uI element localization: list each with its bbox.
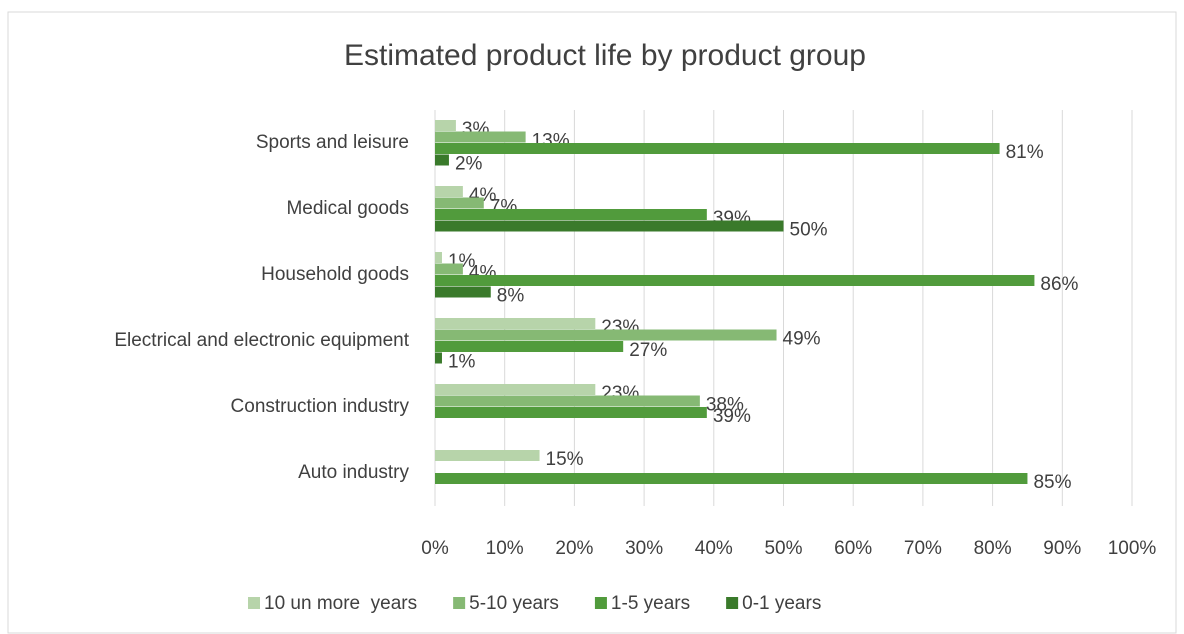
chart-title: Estimated product life by product group <box>344 39 866 72</box>
legend-swatch <box>594 597 607 609</box>
x-tick-label: 100% <box>1108 538 1157 559</box>
legend-label: 10 un more years <box>264 593 417 614</box>
x-tick-label: 90% <box>1043 538 1081 559</box>
bar <box>435 329 777 341</box>
bar <box>435 263 463 275</box>
legend-swatch <box>726 597 739 609</box>
data-label: 15% <box>546 449 584 470</box>
x-tick-label: 40% <box>695 538 733 559</box>
bar <box>435 143 1000 154</box>
legend-label: 1-5 years <box>611 593 690 614</box>
data-label: 86% <box>1040 274 1078 295</box>
y-tick-label: Sports and leisure <box>256 132 409 153</box>
bar <box>435 341 624 352</box>
data-label: 38% <box>706 394 744 415</box>
bar <box>435 186 463 197</box>
y-tick-label: Auto industry <box>298 462 409 483</box>
data-label: 8% <box>497 285 525 306</box>
bar <box>435 450 540 461</box>
x-tick-label: 10% <box>486 538 524 559</box>
y-tick-label: Household goods <box>261 264 409 285</box>
bar <box>435 352 442 364</box>
x-tick-label: 0% <box>421 538 449 559</box>
bar <box>435 131 526 143</box>
x-tick-label: 30% <box>625 538 663 559</box>
bar <box>435 384 596 395</box>
bar <box>435 209 707 220</box>
x-tick-label: 70% <box>904 538 942 559</box>
bar <box>435 154 449 166</box>
x-tick-label: 80% <box>974 538 1012 559</box>
legend-label: 0-1 years <box>742 593 821 614</box>
x-tick-label: 20% <box>555 538 593 559</box>
legend-swatch <box>248 597 260 609</box>
bar <box>435 407 707 418</box>
legend-label: 5-10 years <box>469 593 559 614</box>
bar <box>435 286 491 298</box>
bar <box>435 252 442 263</box>
bar <box>435 473 1028 484</box>
data-label: 39% <box>713 406 751 427</box>
data-label: 81% <box>1006 142 1044 163</box>
bar <box>435 197 484 209</box>
data-label: 85% <box>1033 472 1071 493</box>
bar <box>435 220 784 232</box>
bar <box>435 275 1035 286</box>
x-tick-label: 50% <box>764 538 802 559</box>
data-label: 27% <box>629 340 667 361</box>
data-label: 1% <box>448 351 476 372</box>
bar <box>435 318 596 329</box>
bar <box>435 395 700 407</box>
data-label: 2% <box>455 153 483 174</box>
bar <box>435 120 456 131</box>
x-tick-label: 60% <box>834 538 872 559</box>
legend-swatch <box>453 597 466 609</box>
y-tick-label: Construction industry <box>231 396 410 417</box>
y-tick-label: Electrical and electronic equipment <box>114 330 409 351</box>
data-label: 49% <box>783 328 821 349</box>
y-tick-label: Medical goods <box>286 198 409 219</box>
data-label: 50% <box>790 219 828 240</box>
